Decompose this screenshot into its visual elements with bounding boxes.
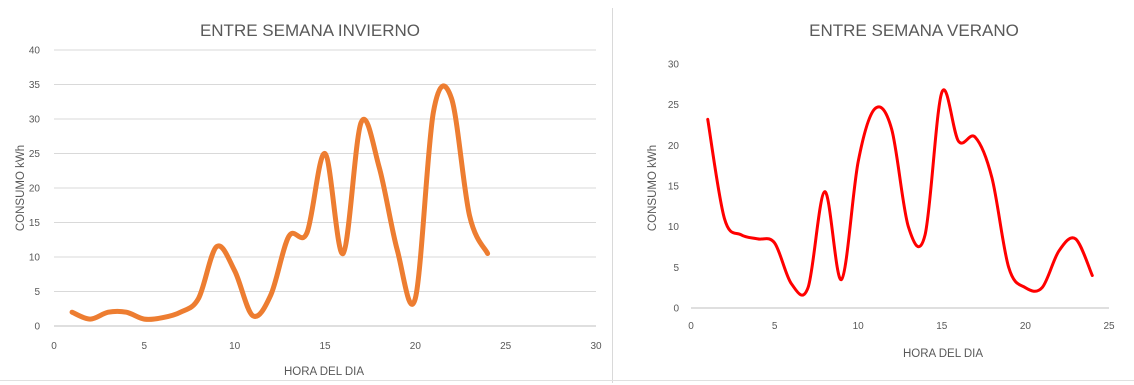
y-tick-label: 15 [668,182,680,193]
y-tick-label: 35 [29,80,41,91]
data-point [106,310,110,314]
panel-divider [612,8,613,383]
chart-title: ENTRE SEMANA INVIERNO [200,21,420,40]
x-tick-label: 15 [319,341,331,352]
y-tick-label: 10 [29,253,41,264]
x-tick-label: 10 [229,341,241,352]
y-tick-label: 25 [29,149,41,160]
data-point [856,160,860,164]
data-point [1040,286,1044,290]
data-point [906,225,910,229]
bottom-border [0,380,1134,381]
data-point [773,241,777,245]
data-point [1007,265,1011,269]
y-tick-label: 0 [673,304,679,315]
data-point [449,96,453,100]
data-point [233,269,237,273]
data-point [413,296,417,300]
data-point [431,110,435,114]
x-tick-label: 0 [688,321,694,332]
data-point [395,248,399,252]
data-point [873,107,877,111]
data-point [990,176,994,180]
data-point [706,117,710,121]
data-point [305,231,309,235]
chart-title: ENTRE SEMANA VERANO [809,21,1019,40]
data-point [486,252,490,256]
x-tick-label: 20 [410,341,422,352]
chart-verano: ENTRE SEMANA VERANO 0 5 10 15 20 25 30 0 5 10 15 2… [647,21,1115,360]
x-tick-label: 5 [772,321,778,332]
data-point [70,310,74,314]
y-tick-label: 20 [29,184,41,195]
x-tick-label: 5 [142,341,148,352]
data-point [124,310,128,314]
data-point [739,233,743,237]
data-point [359,120,363,124]
data-point [973,135,977,139]
data-point [940,90,944,94]
data-point [323,152,327,156]
chart-invierno: ENTRE SEMANA INVIERNO 0 5 10 15 20 25 30 35 40 0… [15,21,602,378]
y-tick-label: 5 [673,263,679,274]
data-point [823,190,827,194]
y-axis-label: CONSUMO kWh [15,145,27,231]
data-point [197,296,201,300]
series-line [706,88,1094,297]
data-point [1074,237,1078,241]
y-tick-label: 15 [29,218,41,229]
data-point [251,314,255,318]
y-tick-label: 10 [668,222,680,233]
y-tick-label: 30 [29,115,41,126]
chart-panel-verano: ENTRE SEMANA VERANO 0 5 10 15 20 25 30 0 5 10 15 2… [614,0,1134,385]
data-point [341,252,345,256]
y-axis-label: CONSUMO kWh [647,145,659,231]
y-tick-label: 20 [668,141,680,152]
data-point [215,245,219,249]
data-point [468,214,472,218]
data-point [789,282,793,286]
y-tick-label: 25 [668,100,680,111]
y-tick-label: 5 [34,287,40,298]
data-point [890,127,894,131]
x-tick-label: 25 [1103,321,1115,332]
data-point [1057,249,1061,253]
data-point [269,293,273,297]
data-point [957,139,961,143]
data-point [756,237,760,241]
data-point [806,286,810,290]
data-point [178,310,182,314]
data-point [142,317,146,321]
data-point [1023,286,1027,290]
data-point [88,317,92,321]
y-tick-label: 0 [34,322,40,333]
x-tick-label: 30 [590,341,602,352]
x-axis-label: HORA DEL DIA [903,348,983,360]
x-tick-label: 10 [853,321,865,332]
x-tick-label: 25 [500,341,512,352]
data-point [1090,273,1094,277]
x-tick-label: 15 [936,321,948,332]
x-axis-label: HORA DEL DIA [284,366,364,378]
x-tick-label: 20 [1020,321,1032,332]
y-tick-label: 30 [668,60,680,71]
series-line [69,83,491,322]
data-point [722,217,726,221]
chart-panel-invierno: ENTRE SEMANA INVIERNO 0 5 10 15 20 25 30 35 40 0… [15,21,602,378]
data-point [923,233,927,237]
data-point [287,234,291,238]
data-point [160,316,164,320]
x-tick-label: 0 [51,341,57,352]
data-point [839,278,843,282]
data-point [377,165,381,169]
y-tick-label: 40 [29,46,41,57]
